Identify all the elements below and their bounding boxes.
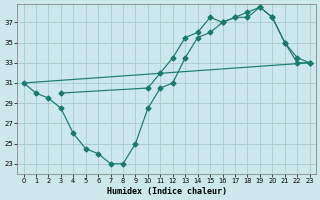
X-axis label: Humidex (Indice chaleur): Humidex (Indice chaleur) [107,187,227,196]
